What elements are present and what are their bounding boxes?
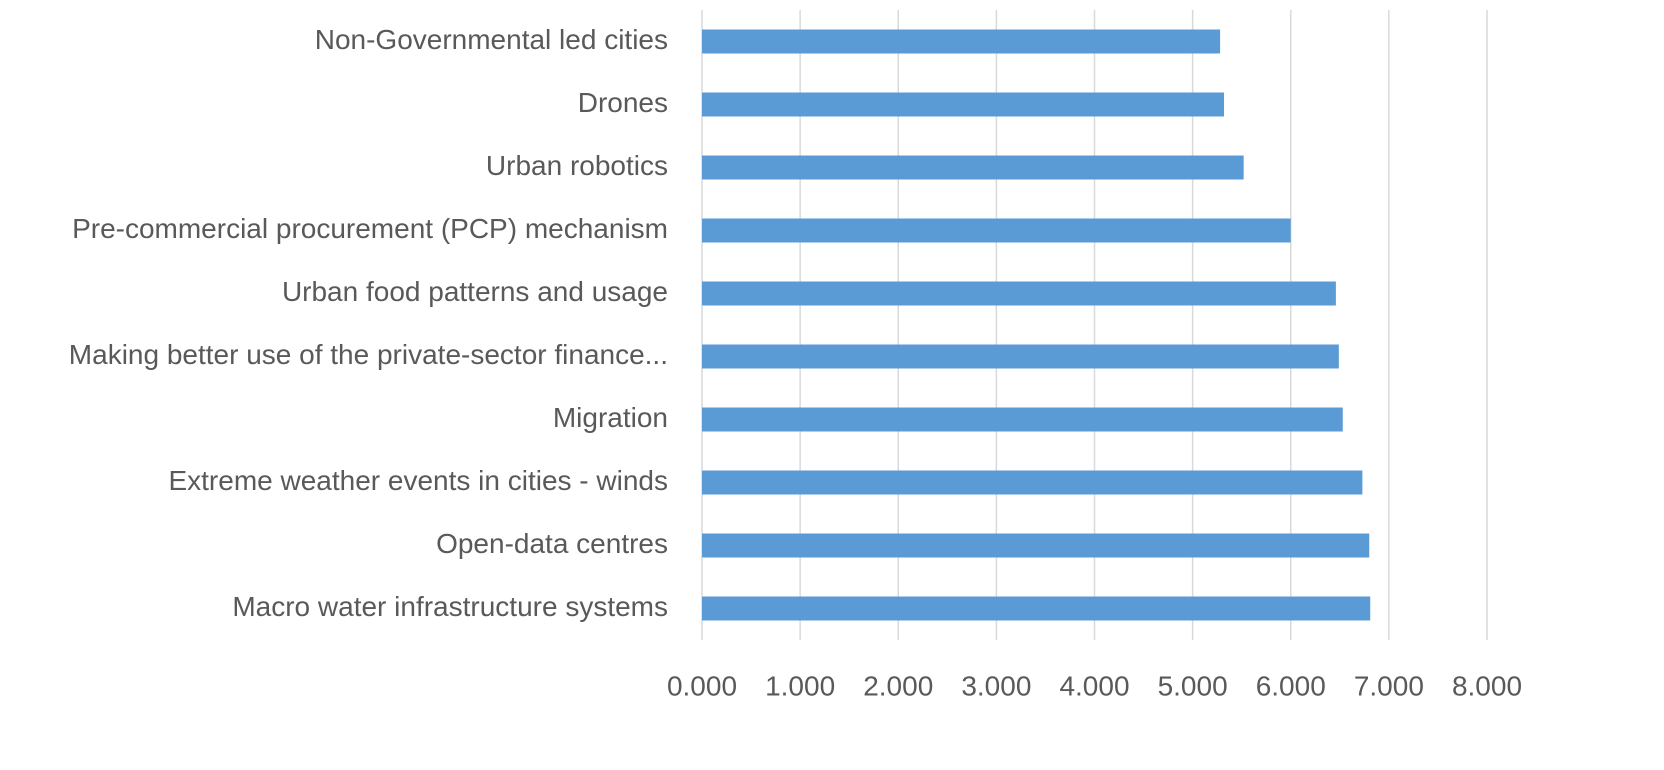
bar (702, 155, 1244, 180)
x-tick-label: 2.000 (863, 670, 933, 701)
y-tick-label: Migration (553, 402, 668, 433)
bar (702, 470, 1363, 495)
y-tick-label: Urban food patterns and usage (282, 276, 668, 307)
x-tick-label: 0.000 (667, 670, 737, 701)
x-tick-label: 4.000 (1059, 670, 1129, 701)
y-tick-label: Extreme weather events in cities - winds (168, 465, 668, 496)
y-tick-label: Making better use of the private-sector … (69, 339, 668, 370)
bar (702, 29, 1221, 54)
y-tick-label: Open-data centres (436, 528, 668, 559)
bar (702, 596, 1371, 621)
bar (702, 92, 1225, 117)
x-tick-label: 5.000 (1158, 670, 1228, 701)
bar (702, 533, 1370, 558)
x-tick-label: 8.000 (1452, 670, 1522, 701)
bar (702, 344, 1339, 369)
bar (702, 218, 1291, 243)
x-tick-label: 7.000 (1354, 670, 1424, 701)
y-tick-label: Urban robotics (486, 150, 668, 181)
y-tick-label: Macro water infrastructure systems (232, 591, 668, 622)
y-tick-label: Non-Governmental led cities (315, 24, 668, 55)
y-tick-label: Drones (578, 87, 668, 118)
x-tick-label: 6.000 (1256, 670, 1326, 701)
x-tick-label: 3.000 (961, 670, 1031, 701)
y-tick-label: Pre-commercial procurement (PCP) mechani… (72, 213, 668, 244)
bar (702, 407, 1343, 432)
x-tick-label: 1.000 (765, 670, 835, 701)
bar (702, 281, 1336, 306)
